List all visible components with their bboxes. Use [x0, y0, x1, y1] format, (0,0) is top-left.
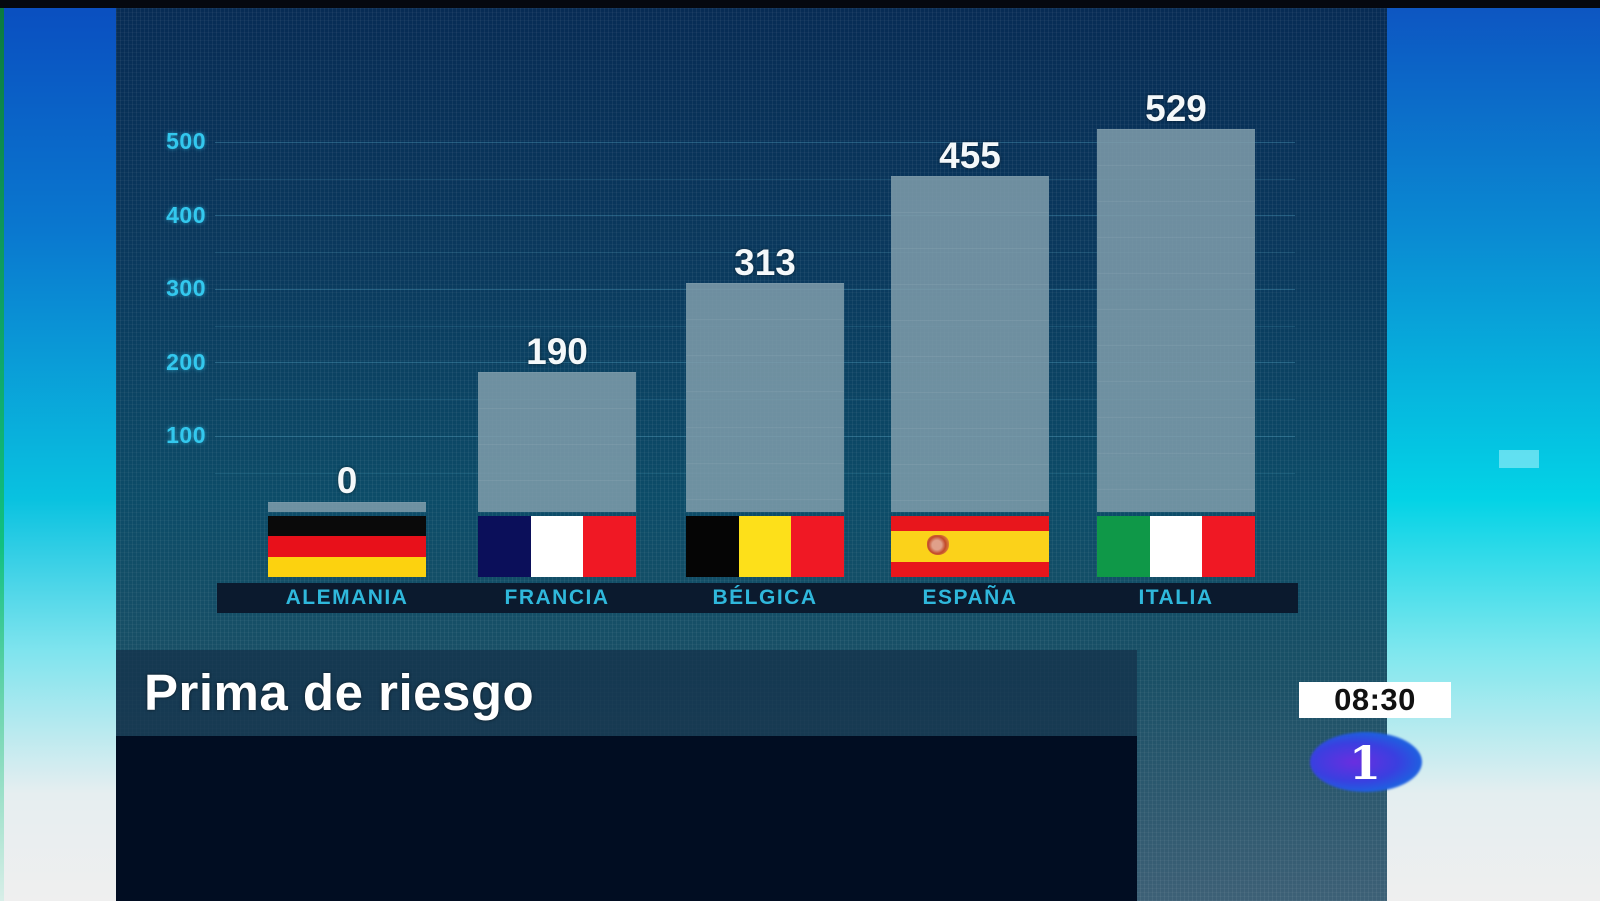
- bar-alemania: [268, 502, 426, 512]
- germany-flag-icon: [268, 516, 426, 577]
- value-label: 190: [526, 331, 588, 372]
- france-flag-icon: [478, 516, 636, 577]
- coat-of-arms-icon: [927, 535, 949, 556]
- bar-francia: [478, 372, 636, 512]
- lower-third-dark-band: [116, 736, 1137, 901]
- bar-espana: [891, 176, 1049, 512]
- x-tick-label-alemania: ALEMANIA: [285, 586, 409, 609]
- bar-belgica: [686, 283, 844, 512]
- value-label: 313: [734, 242, 796, 283]
- chart-title: Prima de riesgo: [144, 664, 535, 721]
- background-artifact: [1499, 450, 1539, 468]
- italy-flag-icon: [1097, 516, 1255, 577]
- la1-logo-icon: [1310, 732, 1422, 792]
- y-tick-label: 100: [166, 422, 206, 448]
- x-tick-label-espana: ESPAÑA: [922, 586, 1018, 609]
- gridline-minor: [215, 179, 1295, 180]
- x-tick-label-italia: ITALIA: [1138, 586, 1214, 609]
- value-label: 0: [336, 460, 358, 501]
- value-label: 529: [1145, 88, 1207, 129]
- y-tick-label: 400: [166, 202, 206, 228]
- lower-third-title-band: [116, 650, 1137, 736]
- gridline-minor: [215, 252, 1295, 253]
- channel-logo-number: 1: [1348, 736, 1381, 790]
- y-tick-label: 500: [166, 128, 206, 154]
- y-tick-label: 200: [166, 349, 206, 375]
- x-tick-label-francia: FRANCIA: [504, 586, 610, 609]
- x-tick-label-belgica: BÉLGICA: [712, 586, 818, 609]
- spain-flag-icon: [891, 516, 1049, 577]
- bar-italia: [1097, 129, 1255, 512]
- left-gradient-backdrop: [0, 8, 116, 901]
- right-gradient-backdrop: [1387, 8, 1600, 901]
- belgium-flag-icon: [686, 516, 844, 577]
- x-axis-labels: ALEMANIA FRANCIA BÉLGICA ESPAÑA ITALIA: [217, 583, 1298, 613]
- gridline-500: [215, 142, 1295, 143]
- value-label: 455: [939, 135, 1001, 176]
- top-frame-border: [0, 0, 1600, 8]
- broadcast-clock: 08:30: [1299, 682, 1451, 718]
- gridline-400: [215, 215, 1295, 216]
- y-tick-label: 300: [166, 275, 206, 301]
